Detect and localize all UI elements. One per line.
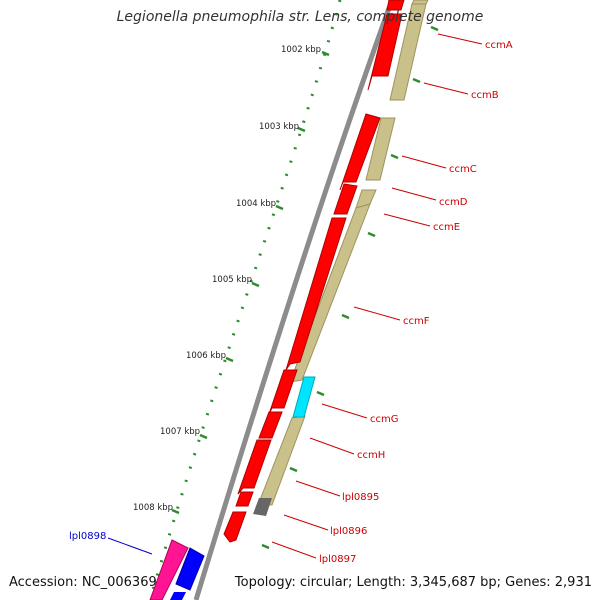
gene-label-ccmB[interactable]: ccmB	[471, 90, 499, 101]
gene-ccmA[interactable]	[386, 0, 405, 11]
gene-lpl0898-magenta[interactable]	[149, 539, 189, 600]
gene-ccmH[interactable]	[258, 411, 283, 439]
forward-strand-track	[223, 0, 405, 543]
gene-label-ccmG[interactable]: ccmG	[370, 414, 399, 425]
gene-ccmB[interactable]	[367, 13, 403, 91]
kbp-ticks	[171, 50, 330, 515]
kbp-label-1005: 1005 kbp	[212, 275, 252, 285]
gene-label-ccmD[interactable]: ccmD	[439, 197, 468, 208]
gene-ccmB-rev[interactable]	[389, 3, 427, 101]
kbp-label-1003: 1003 kbp	[259, 122, 299, 132]
gene-label-ccmH[interactable]: ccmH	[357, 450, 385, 461]
genome-backbone	[193, 0, 395, 600]
gene-label-lpl0895[interactable]: lpl0895	[342, 492, 379, 503]
gene-ccmE[interactable]	[285, 217, 347, 371]
reverse-strand-track	[257, 0, 429, 506]
lpl0898-connector	[107, 537, 153, 555]
gene-label-lpl0898[interactable]: lpl0898	[69, 531, 106, 542]
inner-ticks	[261, 25, 439, 550]
gene-ccmD[interactable]	[333, 183, 358, 215]
gene-label-ccmC[interactable]: ccmC	[449, 164, 477, 175]
gene-ccmG-cyan[interactable]	[292, 376, 316, 418]
gene-ccmG[interactable]	[268, 369, 298, 415]
kbp-labels: 1002 kbp 1003 kbp 1004 kbp 1005 kbp 1006…	[133, 45, 321, 513]
kbp-label-1007: 1007 kbp	[160, 427, 200, 437]
gene-lpl0896[interactable]	[235, 491, 254, 507]
label-connectors	[271, 33, 483, 559]
gene-label-ccmF[interactable]: ccmF	[403, 316, 430, 327]
gene-label-lpl0896[interactable]: lpl0896	[330, 526, 367, 537]
gene-lpl0895[interactable]	[237, 439, 272, 495]
map-title: Legionella pneumophila str. Lens, comple…	[116, 9, 484, 25]
kbp-label-1008: 1008 kbp	[133, 503, 173, 513]
gene-label-ccmA[interactable]: ccmA	[485, 40, 513, 51]
topology-text: Topology: circular; Length: 3,345,687 bp…	[234, 575, 592, 590]
gene-lpl0897[interactable]	[223, 511, 247, 543]
gene-label-ccmE[interactable]: ccmE	[433, 222, 460, 233]
gene-ccmC[interactable]	[339, 113, 381, 191]
gene-labels: ccmA ccmB ccmC ccmD ccmE ccmF ccmG ccmH …	[319, 40, 513, 565]
accession-text: Accession: NC_006369	[9, 575, 157, 590]
gene-ccmC-rev[interactable]	[365, 117, 396, 181]
gene-lpl0895-gray[interactable]	[253, 498, 272, 516]
gene-label-lpl0897[interactable]: lpl0897	[319, 554, 356, 565]
gene-lpl0899-blue[interactable]	[170, 592, 186, 600]
kbp-label-1006: 1006 kbp	[186, 351, 226, 361]
gene-lpl0898-blue[interactable]	[175, 547, 205, 591]
gene-ccmA-rev[interactable]	[411, 0, 429, 5]
kbp-label-1004: 1004 kbp	[236, 199, 276, 209]
kbp-label-1002: 1002 kbp	[281, 45, 321, 55]
